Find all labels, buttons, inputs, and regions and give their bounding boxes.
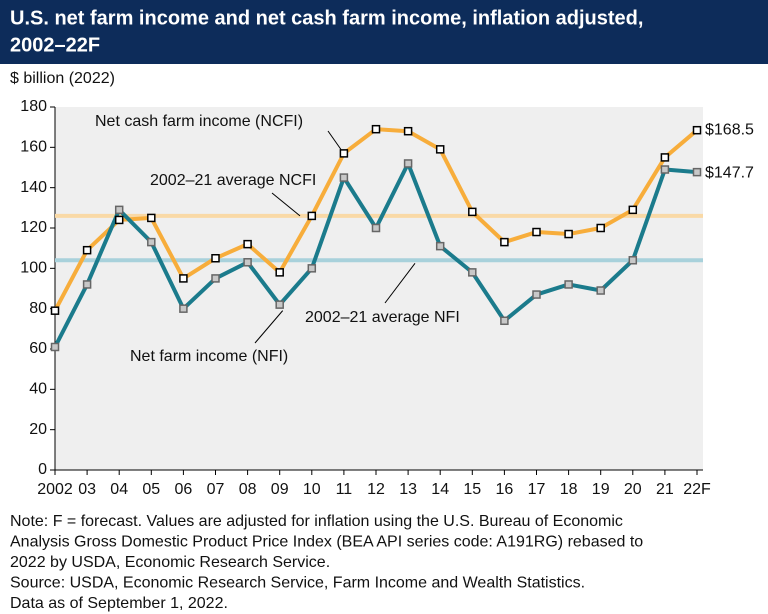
point-marker [564,229,573,239]
point-marker [243,258,252,267]
y-tick-label: 60 [29,340,47,357]
point-marker [596,286,605,295]
point-marker [179,274,188,283]
x-tick-label: 03 [78,481,96,498]
point-marker [82,245,92,255]
series-label: Net cash farm income (NCFI) [95,113,303,130]
x-tick-label: 20 [624,481,642,498]
plot-area [55,107,703,470]
point-marker [435,145,445,154]
point-marker [500,237,509,247]
point-marker [403,126,413,136]
value-label: $168.5 [705,121,754,138]
y-tick-label: 160 [20,139,47,156]
pointer [384,262,416,304]
x-tick-label: 11 [336,481,353,498]
footnote: 2022 by USDA, Economic Research Service. [10,554,330,571]
x-tick-label: 13 [399,481,417,498]
point-marker [532,227,541,237]
point-marker [660,153,670,162]
point-marker [371,124,381,134]
pointer [271,192,301,217]
x-tick-label: 09 [271,481,289,498]
y-tick-label: 80 [29,300,47,317]
x-tick-label: 17 [528,481,546,498]
average-label: 2002–21 average NFI [305,309,460,326]
x-tick-label: 12 [367,481,385,498]
y-tick-label: 0 [38,461,47,478]
footnote: Data as of September 1, 2022. [10,595,228,612]
footnote: Source: USDA, Economic Research Service,… [10,575,585,592]
point-marker [339,149,349,158]
point-marker [532,290,541,299]
point-marker [435,241,445,251]
x-tick-label: 07 [207,481,225,498]
x-tick-label: 18 [560,481,578,498]
series-label: Net farm income (NFI) [130,348,288,365]
point-marker [339,173,349,182]
y-tick-label: 100 [20,260,47,277]
point-marker [147,237,156,247]
point-marker [114,205,124,215]
point-marker [275,300,284,309]
pointer [327,130,342,150]
y-tick-label: 20 [29,421,47,438]
point-marker [82,280,92,289]
point-marker [468,268,477,277]
x-tick-label: 21 [656,481,674,498]
point-marker [692,167,702,177]
x-tick-label: 04 [110,481,128,498]
point-marker [211,254,220,263]
x-tick-label: 19 [592,481,610,498]
point-marker [50,306,60,315]
y-tick-label: 120 [20,219,47,236]
chart-title: 2002–22F [10,34,100,56]
point-marker [307,264,317,273]
pointer [254,310,284,344]
point-marker [692,125,702,135]
title-bar [0,0,768,64]
y-tick-label: 180 [20,98,47,115]
point-marker [403,159,413,168]
point-marker [628,256,638,265]
average-label: 2002–21 average NCFI [150,172,316,189]
footnote: Analysis Gross Domestic Product Price In… [10,534,643,551]
point-marker [596,223,605,233]
point-marker [500,316,509,326]
x-tick-label: 10 [303,481,321,498]
point-marker [275,268,284,277]
x-tick-label: 05 [142,481,160,498]
point-marker [211,274,220,283]
y-axis-label: $ billion (2022) [10,70,115,87]
point-marker [628,205,638,215]
y-tick-label: 40 [29,381,47,398]
point-marker [468,207,477,217]
value-label: $147.7 [705,164,754,181]
point-marker [371,223,381,233]
x-tick-label: 2002 [37,481,73,498]
y-tick-label: 140 [20,179,47,196]
x-tick-label: 16 [496,481,514,498]
x-tick-label: 22F [683,481,711,498]
point-marker [564,280,573,289]
footnote: Note: F = forecast. Values are adjusted … [10,513,623,530]
chart-title: U.S. net farm income and net cash farm i… [10,7,643,29]
x-tick-label: 06 [175,481,193,498]
x-tick-label: 15 [463,481,481,498]
x-tick-label: 08 [239,481,257,498]
point-marker [179,304,188,313]
point-marker [114,215,124,225]
x-tick-label: 14 [431,481,449,498]
point-marker [243,239,252,249]
point-marker [307,211,317,221]
point-marker [147,213,156,223]
point-marker [50,342,60,352]
point-marker [660,165,670,174]
